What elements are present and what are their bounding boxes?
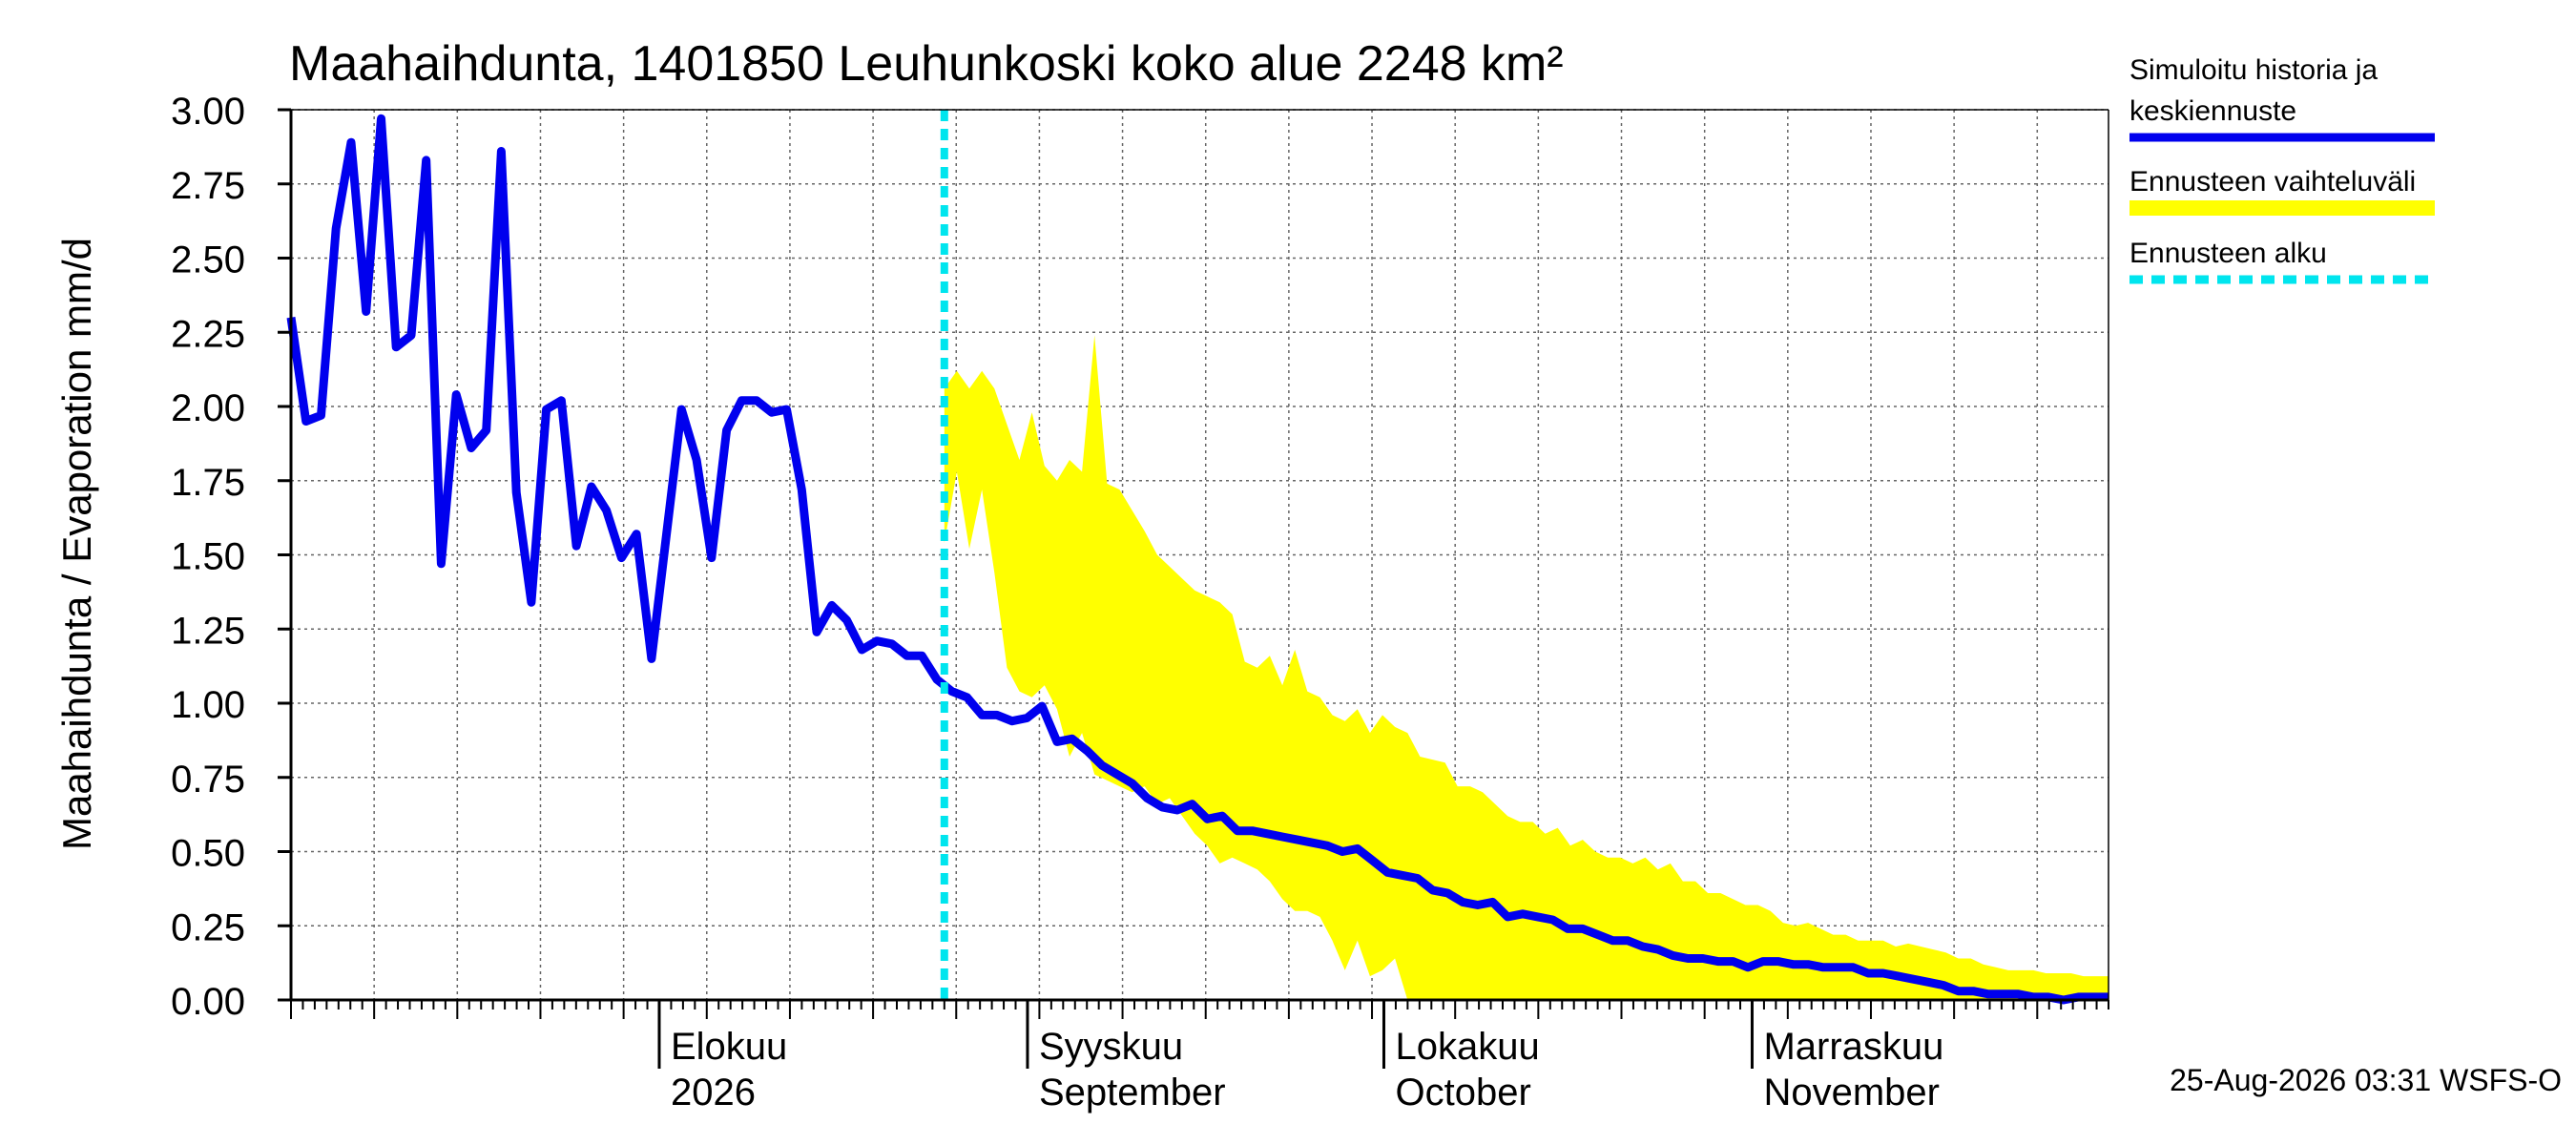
y-axis-label: Maahaihdunta / Evaporation mm/d [54,238,99,850]
legend-label: Simuloitu historia ja [2129,54,2378,86]
y-tick-label: 2.25 [171,313,245,355]
y-tick-label: 1.75 [171,462,245,504]
y-tick-label: 0.50 [171,833,245,875]
legend-label-line2: keskiennuste [2129,95,2296,127]
y-tick-label: 1.00 [171,684,245,726]
x-month-label: Syyskuu [1039,1026,1183,1068]
y-tick-label: 0.25 [171,906,245,948]
x-month-sublabel: November [1763,1072,1940,1114]
chart-title: Maahaihdunta, 1401850 Leuhunkoski koko a… [289,36,1564,92]
x-month-label: Elokuu [671,1026,787,1068]
y-tick-label: 1.25 [171,610,245,652]
x-month-label: Lokakuu [1395,1026,1539,1068]
x-month-sublabel: September [1039,1072,1226,1114]
legend-label: Ennusteen alku [2129,238,2327,269]
y-tick-label: 1.50 [171,536,245,578]
simulated-history-line [286,114,2109,1005]
y-tick-label: 2.75 [171,165,245,207]
y-tick-label: 3.00 [171,91,245,133]
legend: Simuloitu historia ja keskiennuste Ennuste… [2129,54,2435,284]
y-tick-label: 2.00 [171,387,245,429]
y-tick-label: 2.50 [171,239,245,281]
y-tick-label: 0.00 [171,981,245,1023]
x-month-sublabel: 2026 [671,1072,756,1114]
legend-label: Ennusteen vaihteluväli [2129,166,2416,198]
x-month-sublabel: October [1395,1072,1530,1114]
x-month-label: Marraskuu [1763,1026,1943,1068]
footer-timestamp: 25-Aug-2026 03:31 WSFS-O [2170,1063,2562,1097]
axes: 0.00 0.25 0.50 0.75 1.00 1.25 1.50 1.75 2.00 2.25… [171,91,2109,1114]
y-tick-label: 0.75 [171,759,245,801]
